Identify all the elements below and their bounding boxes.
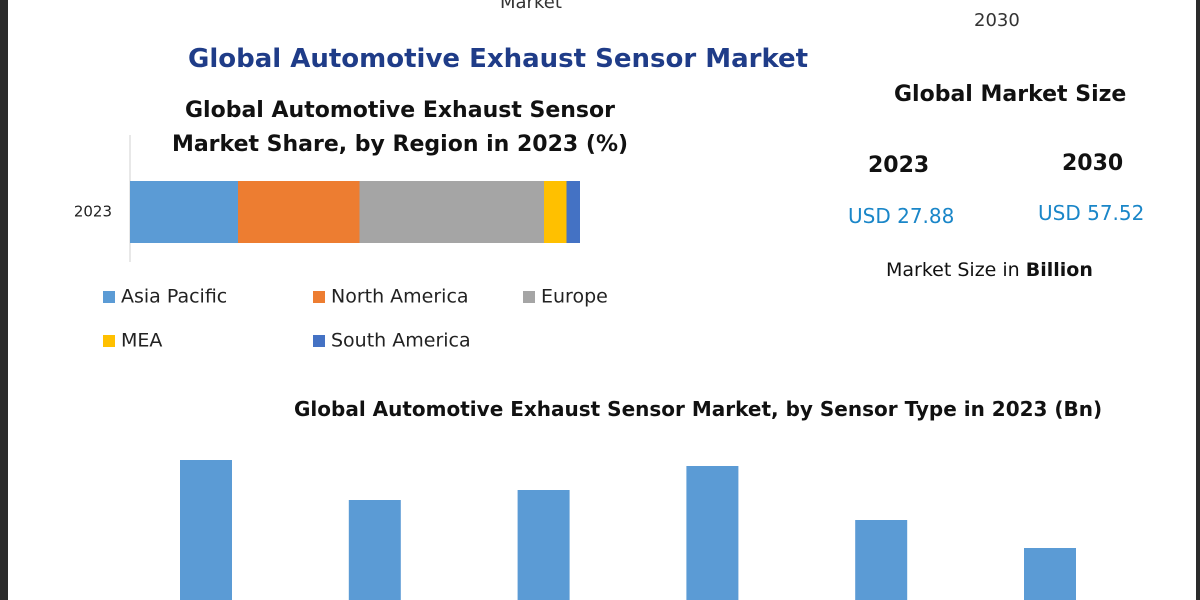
market-size-title: Global Market Size (894, 82, 1127, 107)
note-text: Market Size in (886, 259, 1026, 281)
chart-title: Global Automotive Exhaust Sensor Market … (171, 98, 629, 157)
note-unit: Billion (1025, 259, 1093, 281)
legend-label: Europe (541, 286, 608, 308)
legend-label: North America (331, 286, 469, 308)
legend-swatch (103, 335, 115, 347)
market-note: Market Size in Billion (886, 259, 1093, 281)
bar-segment (130, 181, 238, 243)
legend-label: South America (331, 330, 471, 352)
bar-segment (566, 181, 580, 243)
market-value: USD 27.88 (848, 204, 955, 228)
bar-segment (238, 181, 360, 243)
frame (1196, 0, 1200, 600)
chart-title: Global Automotive Exhaust Sensor Market,… (294, 397, 1103, 421)
cut-text: 2030 (974, 10, 1020, 31)
bar (348, 500, 401, 600)
bar-segment (544, 181, 567, 243)
year: 2030 (1062, 151, 1124, 176)
bar (180, 460, 232, 600)
frame (0, 0, 8, 600)
bar (517, 490, 570, 600)
legend-swatch (103, 291, 115, 303)
legend-label: Asia Pacific (121, 286, 227, 308)
legend-swatch (313, 291, 325, 303)
year: 2023 (868, 153, 930, 178)
bar (1024, 548, 1076, 600)
legend-swatch (523, 291, 535, 303)
page-title: Global Automotive Exhaust Sensor Market (188, 44, 809, 74)
cut-text: Market (500, 0, 562, 13)
bar (686, 466, 739, 600)
bar-segment (359, 181, 544, 243)
legend-label: MEA (121, 330, 162, 352)
market-value: USD 57.52 (1038, 201, 1145, 225)
y-tick-label: 2023 (74, 203, 112, 221)
bar (855, 520, 908, 600)
legend-swatch (313, 335, 325, 347)
